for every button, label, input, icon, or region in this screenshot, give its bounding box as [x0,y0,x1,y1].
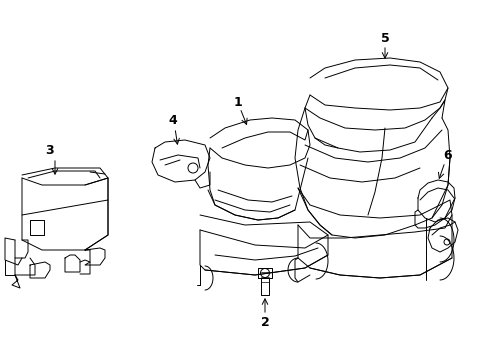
Text: 4: 4 [168,113,177,126]
Text: 6: 6 [443,149,451,162]
Text: 3: 3 [45,144,54,157]
Text: 1: 1 [233,95,242,108]
Text: 2: 2 [260,315,269,328]
Text: 5: 5 [380,32,388,45]
